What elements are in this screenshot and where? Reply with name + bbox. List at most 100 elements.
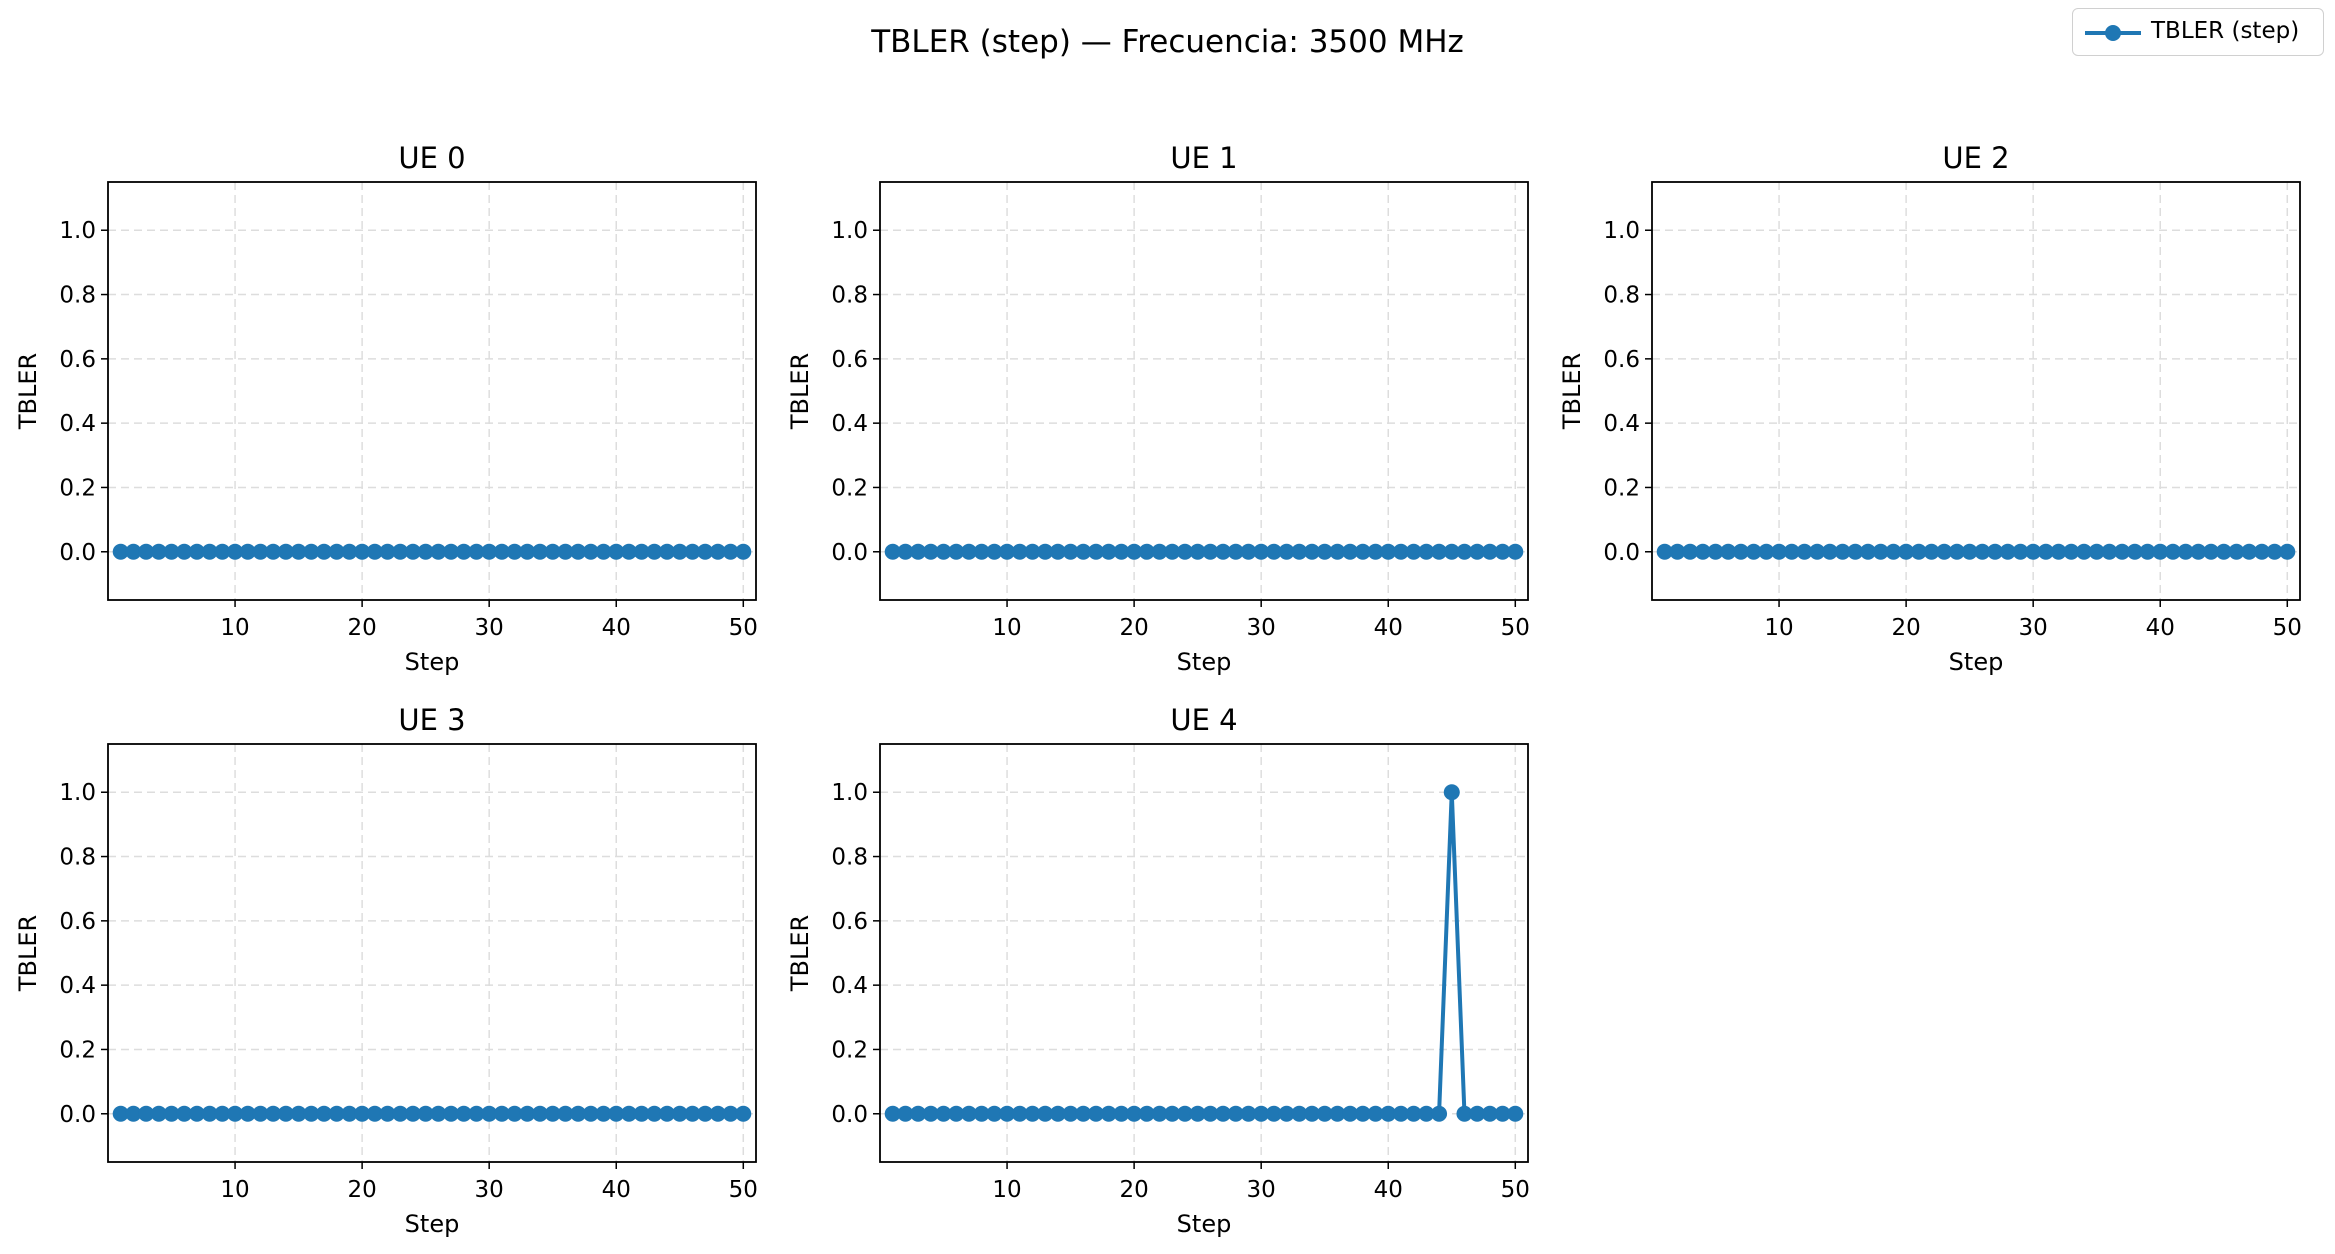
data-point [481,1105,498,1122]
data-point [1834,543,1851,560]
data-point [1898,543,1915,560]
data-point [290,1105,307,1122]
data-point [1456,1105,1473,1122]
x-tick-label: 20 [1119,1177,1148,1203]
subplot-title: UE 4 [1170,703,1237,737]
data-point [684,543,701,560]
data-point [1253,543,1270,560]
y-tick-label: 0.4 [1603,411,1640,437]
data-point [1151,543,1168,560]
subplot-ue-2: 0.0 0.2 0.4 0.6 0.8 1.0 10 20 30 40 50 UE 2 Step TBLE… [1558,141,2302,676]
data-point [138,1105,155,1122]
data-point [252,1105,269,1122]
data-point [1138,543,1155,560]
data-point [138,543,155,560]
data-point [1176,1105,1193,1122]
data-point [633,543,650,560]
data-point [1316,543,1333,560]
data-point [2088,543,2105,560]
data-point [897,543,914,560]
x-axis-label: Step [1177,648,1232,676]
y-tick-label: 0.8 [831,283,868,309]
x-tick-label: 50 [729,615,758,641]
data-point [1431,543,1448,560]
data-point [112,543,129,560]
data-point [277,543,294,560]
data-point [443,1105,460,1122]
data-point [150,543,167,560]
data-point [735,1105,752,1122]
y-tick-label: 0.4 [59,411,96,437]
y-tick-label: 0.4 [831,411,868,437]
x-tick-label: 20 [347,615,376,641]
x-tick-label: 40 [602,615,631,641]
x-tick-label: 20 [1119,615,1148,641]
data-point [1669,543,1686,560]
y-axis-label: TBLER [786,353,814,430]
data-point [2126,543,2143,560]
data-point [1405,1105,1422,1122]
series-line [892,790,1516,1116]
data-point [1100,1105,1117,1122]
data-point [1189,1105,1206,1122]
y-tick-label: 0.0 [831,1102,868,1128]
data-point [1316,1105,1333,1122]
data-point [1138,1105,1155,1122]
data-point [201,543,218,560]
data-point [214,1105,231,1122]
data-point [519,543,536,560]
data-point [2139,543,2156,560]
data-point [316,1105,332,1122]
data-point [1164,543,1181,560]
data-point [1431,1105,1448,1122]
plot-frame [879,181,1529,601]
data-point [2279,543,2296,560]
data-point [1656,543,1673,560]
data-point [1481,1105,1498,1122]
data-point [1821,543,1838,560]
data-point [341,1105,358,1122]
data-point [910,543,927,560]
data-point [633,1105,650,1122]
data-point [986,1105,1003,1122]
data-point [1240,543,1257,560]
data-point [1796,543,1813,560]
data-point [1304,543,1320,560]
data-point [277,1105,294,1122]
data-point [1037,543,1054,560]
data-point [493,1105,510,1122]
x-tick-label: 20 [347,1177,376,1203]
plot-frame [107,181,757,601]
legend-label: TBLER (step) [2151,18,2300,44]
x-tick-label: 40 [1374,615,1403,641]
data-point [1494,1105,1511,1122]
data-point [2063,543,2080,560]
y-tick-label: 0.6 [1603,347,1640,373]
data-point [1278,543,1295,560]
data-point [2241,543,2258,560]
data-point [735,543,752,560]
data-point [884,1105,901,1122]
data-point [1783,543,1800,560]
data-point [1354,543,1371,560]
y-axis-label: TBLER [14,915,42,992]
data-point [316,543,332,560]
data-point [163,543,180,560]
y-tick-label: 0.2 [59,1037,96,1063]
data-point [697,543,714,560]
data-point [468,1105,485,1122]
data-point [430,543,447,560]
data-point [392,543,409,560]
data-point [722,543,739,560]
x-tick-label: 40 [602,1177,631,1203]
data-point [948,543,965,560]
y-tick-label: 0.4 [831,973,868,999]
data-point [1113,1105,1130,1122]
data-point [646,543,663,560]
data-point [659,543,676,560]
data-point [2190,543,2207,560]
data-point [1405,543,1422,560]
data-point [1075,543,1092,560]
data-point [910,1105,927,1122]
